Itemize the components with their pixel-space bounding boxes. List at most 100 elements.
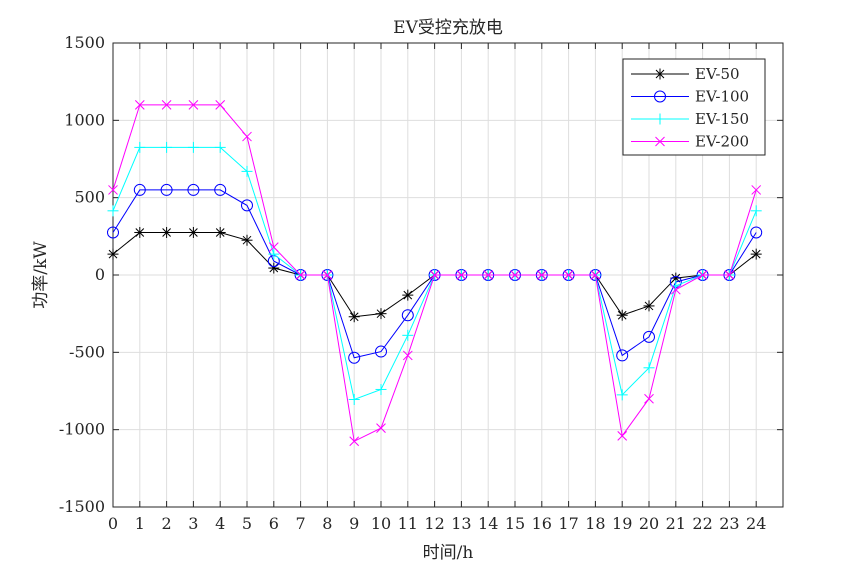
y-tick-label: -1500 — [59, 497, 105, 516]
data-point — [616, 309, 628, 321]
data-point — [563, 270, 574, 280]
data-point — [268, 248, 280, 260]
x-tick-label: 2 — [162, 514, 172, 533]
legend-item: EV-150 — [631, 110, 749, 128]
data-point — [268, 242, 279, 253]
data-point — [375, 345, 387, 358]
data-point — [241, 165, 253, 177]
x-tick-label: 10 — [371, 514, 391, 533]
x-tick-label: 20 — [639, 514, 659, 533]
data-point — [402, 350, 413, 361]
y-axis-title: 功率/kW — [31, 241, 51, 309]
data-point — [188, 100, 199, 110]
data-point — [483, 270, 494, 280]
axis-ticks: 0 1 2 3 4 5 6 7 8 9 10 11 12 13 14 15 16 17 18 19 20 21 22 23 24… — [59, 33, 783, 533]
data-point — [108, 185, 118, 195]
data-point — [134, 141, 146, 153]
data-point — [750, 226, 763, 239]
data-point — [697, 270, 708, 280]
x-tick-label: 24 — [746, 514, 766, 533]
legend-box — [622, 58, 766, 156]
series-EV-200 — [108, 100, 762, 447]
data-point — [644, 393, 654, 404]
data-point — [214, 183, 227, 196]
x-tick-label: 9 — [349, 514, 359, 533]
data-point — [670, 284, 681, 295]
data-point — [750, 248, 762, 260]
data-point — [375, 308, 387, 320]
data-point — [724, 270, 735, 280]
data-point — [402, 329, 414, 341]
data-point — [348, 311, 360, 323]
data-point — [402, 289, 414, 301]
data-point — [616, 389, 628, 401]
data-point — [349, 436, 360, 447]
x-tick-label: 23 — [719, 514, 739, 533]
data-point — [643, 330, 655, 343]
legend-marker — [654, 68, 666, 80]
y-tick-label: 1500 — [64, 33, 105, 52]
data-point — [107, 205, 119, 217]
data-point — [536, 270, 547, 280]
data-point — [643, 362, 655, 374]
data-point — [134, 226, 146, 238]
data-point — [617, 430, 628, 441]
x-tick-label: 12 — [424, 514, 444, 533]
data-point — [214, 141, 226, 153]
data-point — [429, 270, 440, 280]
x-tick-label: 14 — [478, 514, 498, 533]
x-tick-label: 19 — [612, 514, 632, 533]
data-point — [187, 183, 200, 196]
x-tick-label: 16 — [532, 514, 552, 533]
legend-item: EV-100 — [631, 88, 749, 106]
series-group — [107, 100, 763, 447]
data-point — [107, 248, 119, 260]
data-point — [187, 141, 199, 153]
data-point — [268, 262, 280, 274]
data-point — [161, 226, 173, 238]
data-point — [456, 270, 467, 280]
chart-title: EV受控充放电 — [393, 18, 503, 38]
data-point — [643, 300, 655, 312]
y-tick-label: -500 — [69, 342, 105, 361]
y-tick-label: -1000 — [59, 420, 105, 439]
x-tick-label: 11 — [398, 514, 418, 533]
y-tick-label: 500 — [74, 188, 105, 207]
data-point — [376, 423, 386, 433]
x-axis-title: 时间/h — [423, 543, 474, 563]
data-point — [134, 100, 145, 110]
legend: EV-50 EV-100 EV-150 EV-200 — [622, 58, 766, 156]
x-tick-label: 22 — [692, 514, 712, 533]
data-point — [401, 309, 414, 322]
x-tick-label: 7 — [296, 514, 306, 533]
x-tick-label: 0 — [108, 514, 118, 533]
data-point — [590, 270, 601, 280]
data-point — [133, 183, 146, 196]
data-point — [161, 141, 173, 153]
data-point — [242, 131, 252, 142]
legend-marker — [654, 113, 666, 125]
x-tick-label: 1 — [135, 514, 145, 533]
legend-label: EV-200 — [695, 133, 749, 151]
data-point — [348, 351, 361, 364]
legend-label: EV-100 — [695, 88, 749, 106]
x-tick-label: 13 — [451, 514, 471, 533]
data-point — [295, 270, 306, 280]
x-tick-label: 4 — [215, 514, 225, 533]
x-tick-label: 6 — [269, 514, 279, 533]
x-tick-label: 5 — [242, 514, 252, 533]
data-point — [241, 234, 253, 246]
data-point — [161, 100, 172, 110]
data-point — [510, 270, 520, 280]
data-point — [107, 226, 119, 239]
data-point — [322, 270, 333, 280]
x-tick-label: 8 — [322, 514, 332, 533]
y-tick-label: 0 — [95, 265, 105, 284]
data-point — [215, 100, 226, 110]
data-point — [750, 205, 762, 217]
x-tick-label: 17 — [558, 514, 578, 533]
data-point — [187, 226, 199, 238]
legend-marker — [654, 90, 666, 103]
x-tick-label: 15 — [505, 514, 525, 533]
